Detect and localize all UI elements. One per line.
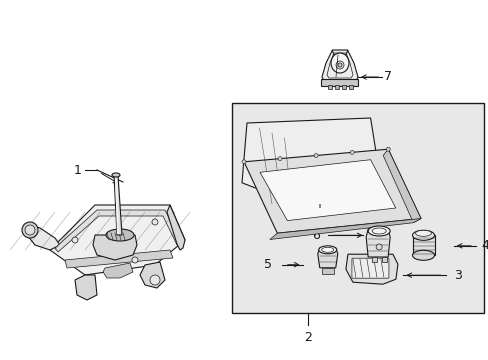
Polygon shape — [321, 51, 357, 81]
Circle shape — [242, 160, 245, 164]
Ellipse shape — [412, 230, 434, 240]
Ellipse shape — [112, 173, 120, 177]
Ellipse shape — [330, 53, 348, 73]
Ellipse shape — [371, 228, 386, 234]
Polygon shape — [244, 149, 420, 233]
Polygon shape — [75, 275, 97, 300]
Circle shape — [150, 275, 160, 285]
Polygon shape — [50, 205, 184, 275]
Polygon shape — [65, 250, 173, 268]
Polygon shape — [93, 235, 137, 260]
Polygon shape — [114, 175, 122, 235]
Polygon shape — [55, 210, 180, 252]
Circle shape — [25, 225, 35, 235]
Circle shape — [152, 219, 158, 225]
Polygon shape — [366, 229, 389, 257]
Polygon shape — [269, 219, 420, 239]
FancyBboxPatch shape — [351, 258, 388, 278]
Bar — [371, 257, 376, 262]
Bar — [334, 85, 338, 89]
Ellipse shape — [318, 246, 336, 254]
Circle shape — [337, 63, 341, 67]
Bar — [321, 268, 333, 274]
Circle shape — [132, 257, 138, 263]
Polygon shape — [317, 248, 337, 268]
Polygon shape — [345, 254, 397, 284]
Ellipse shape — [412, 250, 434, 260]
Circle shape — [349, 150, 353, 154]
Text: 7: 7 — [383, 71, 391, 84]
Polygon shape — [167, 205, 184, 250]
Text: 5: 5 — [264, 258, 272, 271]
Circle shape — [375, 244, 382, 250]
Ellipse shape — [321, 247, 333, 252]
Text: 1: 1 — [74, 163, 82, 176]
Polygon shape — [27, 225, 60, 250]
Ellipse shape — [415, 230, 430, 236]
Bar — [231, 103, 483, 313]
Circle shape — [335, 61, 343, 69]
Ellipse shape — [367, 226, 389, 236]
Text: 3: 3 — [453, 269, 461, 282]
Text: 2: 2 — [303, 331, 311, 344]
Polygon shape — [103, 263, 133, 278]
Text: II: II — [318, 204, 321, 209]
Text: 4: 4 — [481, 239, 488, 252]
Polygon shape — [140, 262, 164, 288]
Polygon shape — [412, 235, 434, 255]
Circle shape — [72, 237, 78, 243]
Text: 6: 6 — [312, 229, 320, 242]
Circle shape — [313, 153, 318, 158]
Polygon shape — [260, 160, 395, 221]
Circle shape — [22, 222, 38, 238]
Polygon shape — [383, 149, 420, 223]
FancyBboxPatch shape — [321, 80, 358, 86]
Bar — [341, 85, 346, 89]
Polygon shape — [331, 50, 347, 57]
Circle shape — [278, 157, 282, 161]
Polygon shape — [242, 118, 383, 208]
Bar — [382, 257, 386, 262]
Circle shape — [386, 147, 389, 151]
Ellipse shape — [106, 229, 134, 241]
Bar — [327, 85, 331, 89]
Bar — [348, 85, 352, 89]
